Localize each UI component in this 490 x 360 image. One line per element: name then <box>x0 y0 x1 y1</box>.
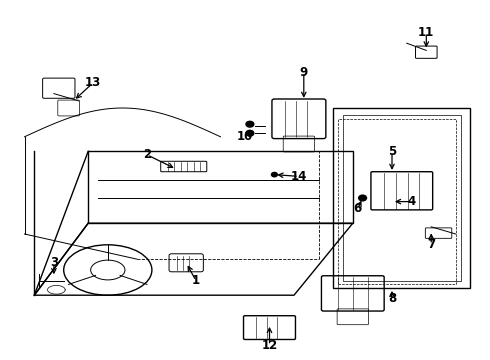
Text: 13: 13 <box>85 76 101 89</box>
Text: 7: 7 <box>427 238 435 251</box>
Text: 3: 3 <box>50 256 58 269</box>
Text: 5: 5 <box>388 145 396 158</box>
Text: 6: 6 <box>354 202 362 215</box>
Text: 12: 12 <box>261 339 278 352</box>
Circle shape <box>271 172 277 177</box>
Text: 9: 9 <box>300 66 308 78</box>
Text: 1: 1 <box>192 274 200 287</box>
Text: 8: 8 <box>388 292 396 305</box>
Text: 11: 11 <box>418 26 435 39</box>
Text: 2: 2 <box>143 148 151 161</box>
Circle shape <box>359 195 367 201</box>
Text: 10: 10 <box>237 130 253 143</box>
Circle shape <box>246 121 254 127</box>
Text: 4: 4 <box>408 195 416 208</box>
Text: 14: 14 <box>291 170 307 183</box>
Circle shape <box>246 130 254 136</box>
